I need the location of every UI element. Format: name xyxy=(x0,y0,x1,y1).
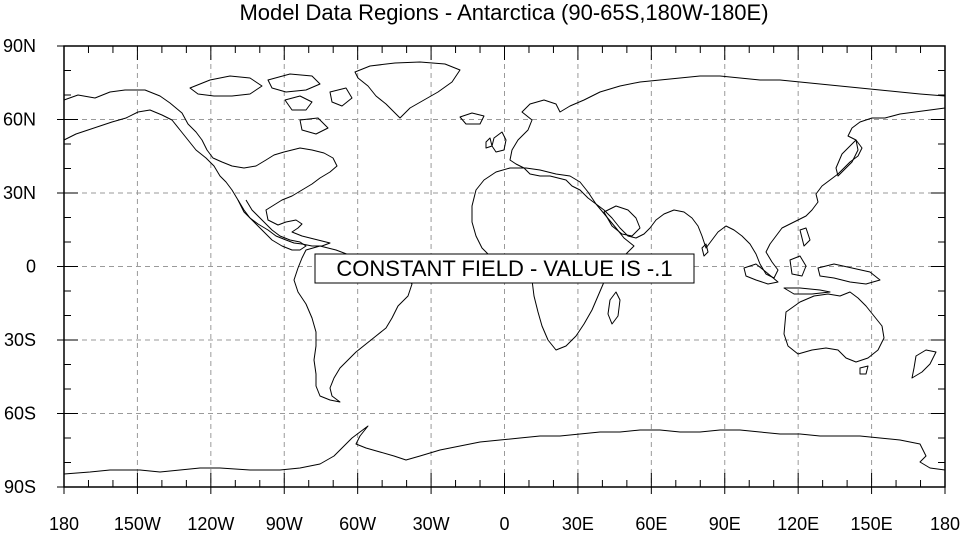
coastline-greenland xyxy=(354,61,461,119)
lon-tick-label: 90E xyxy=(709,514,741,533)
lat-tick-label: 90S xyxy=(4,477,36,497)
coastline-madagascar xyxy=(607,291,621,325)
lon-tick-label: 120W xyxy=(187,514,234,533)
coastline-japan xyxy=(835,139,859,177)
coastlines xyxy=(63,61,946,488)
coastline-eurasia xyxy=(509,75,946,279)
lat-tick-label: 30N xyxy=(3,183,36,203)
lon-tick-label: 60E xyxy=(635,514,667,533)
axis-ticks xyxy=(57,45,946,494)
coastline-arctic-islands xyxy=(189,73,353,135)
lon-tick-label: 30W xyxy=(413,514,450,533)
lon-tick-label: 180 xyxy=(930,514,960,533)
message-box-border xyxy=(314,253,695,284)
lon-tick-label: 90W xyxy=(266,514,303,533)
coastline-australia xyxy=(783,291,885,363)
message-text: CONSTANT FIELD - VALUE IS -.1 xyxy=(336,256,672,281)
coastline-north-america xyxy=(63,89,338,247)
lon-tick-label: 0 xyxy=(499,514,509,533)
coastline-antarctica xyxy=(63,425,946,488)
lon-tick-label: 30E xyxy=(562,514,594,533)
lat-tick-label: 30S xyxy=(4,330,36,350)
lat-tick-label: 0 xyxy=(26,257,36,277)
coastline-arabia xyxy=(603,205,709,257)
lat-tick-label: 60S xyxy=(4,404,36,424)
coastline-central-america xyxy=(237,199,307,251)
map-title: Model Data Regions - Antarctica (90-65S,… xyxy=(239,0,768,25)
lat-tick-label: 60N xyxy=(3,110,36,130)
coastline-maritime-asia xyxy=(743,227,881,295)
lon-tick-label: 120E xyxy=(777,514,819,533)
lon-tick-label: 60W xyxy=(339,514,376,533)
coastline-tasmania-nz xyxy=(859,349,937,379)
coastline-iceland xyxy=(459,112,485,125)
lon-tick-label: 180 xyxy=(49,514,79,533)
message-box: CONSTANT FIELD - VALUE IS -.1 xyxy=(314,253,695,284)
coastline-british-isles xyxy=(485,131,507,153)
lon-tick-label: 150E xyxy=(851,514,893,533)
axis-labels: 180 150W 120W 90W 60W 30W 0 30E 60E 90E 120E 150E 18… xyxy=(3,36,960,534)
lon-tick-label: 150W xyxy=(114,514,161,533)
lat-tick-label: 90N xyxy=(3,36,36,56)
